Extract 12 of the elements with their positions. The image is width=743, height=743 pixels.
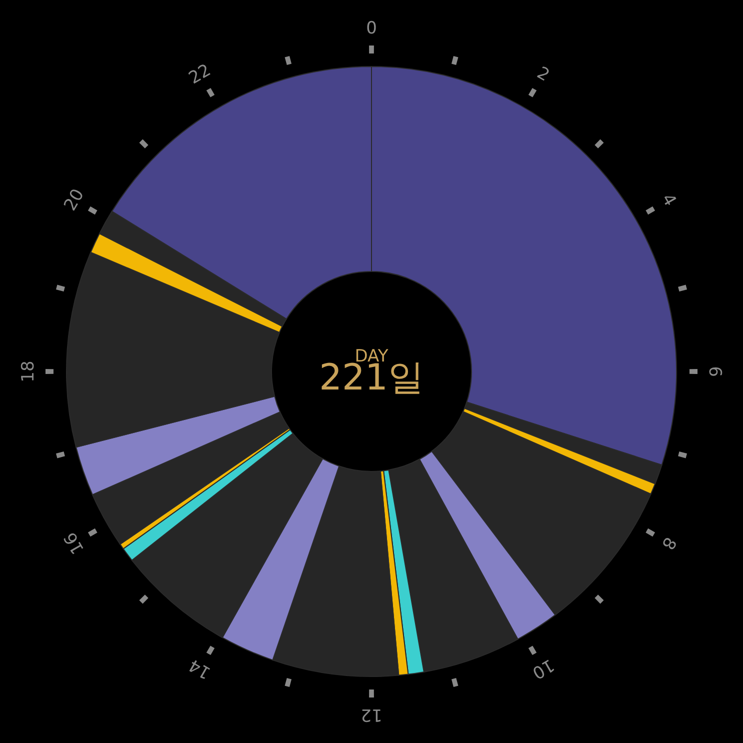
text: 2 xyxy=(533,63,553,86)
text: 20 xyxy=(60,186,89,214)
text: 18 xyxy=(18,360,38,382)
text: 6 xyxy=(704,366,724,377)
text: 4 xyxy=(657,190,680,210)
text: 12 xyxy=(360,704,382,724)
text: 14 xyxy=(186,654,214,683)
text: 16 xyxy=(60,528,89,558)
text: 22 xyxy=(186,60,214,89)
text: 0 xyxy=(366,18,377,38)
text: 8 xyxy=(657,533,680,553)
text: 10 xyxy=(528,654,558,683)
